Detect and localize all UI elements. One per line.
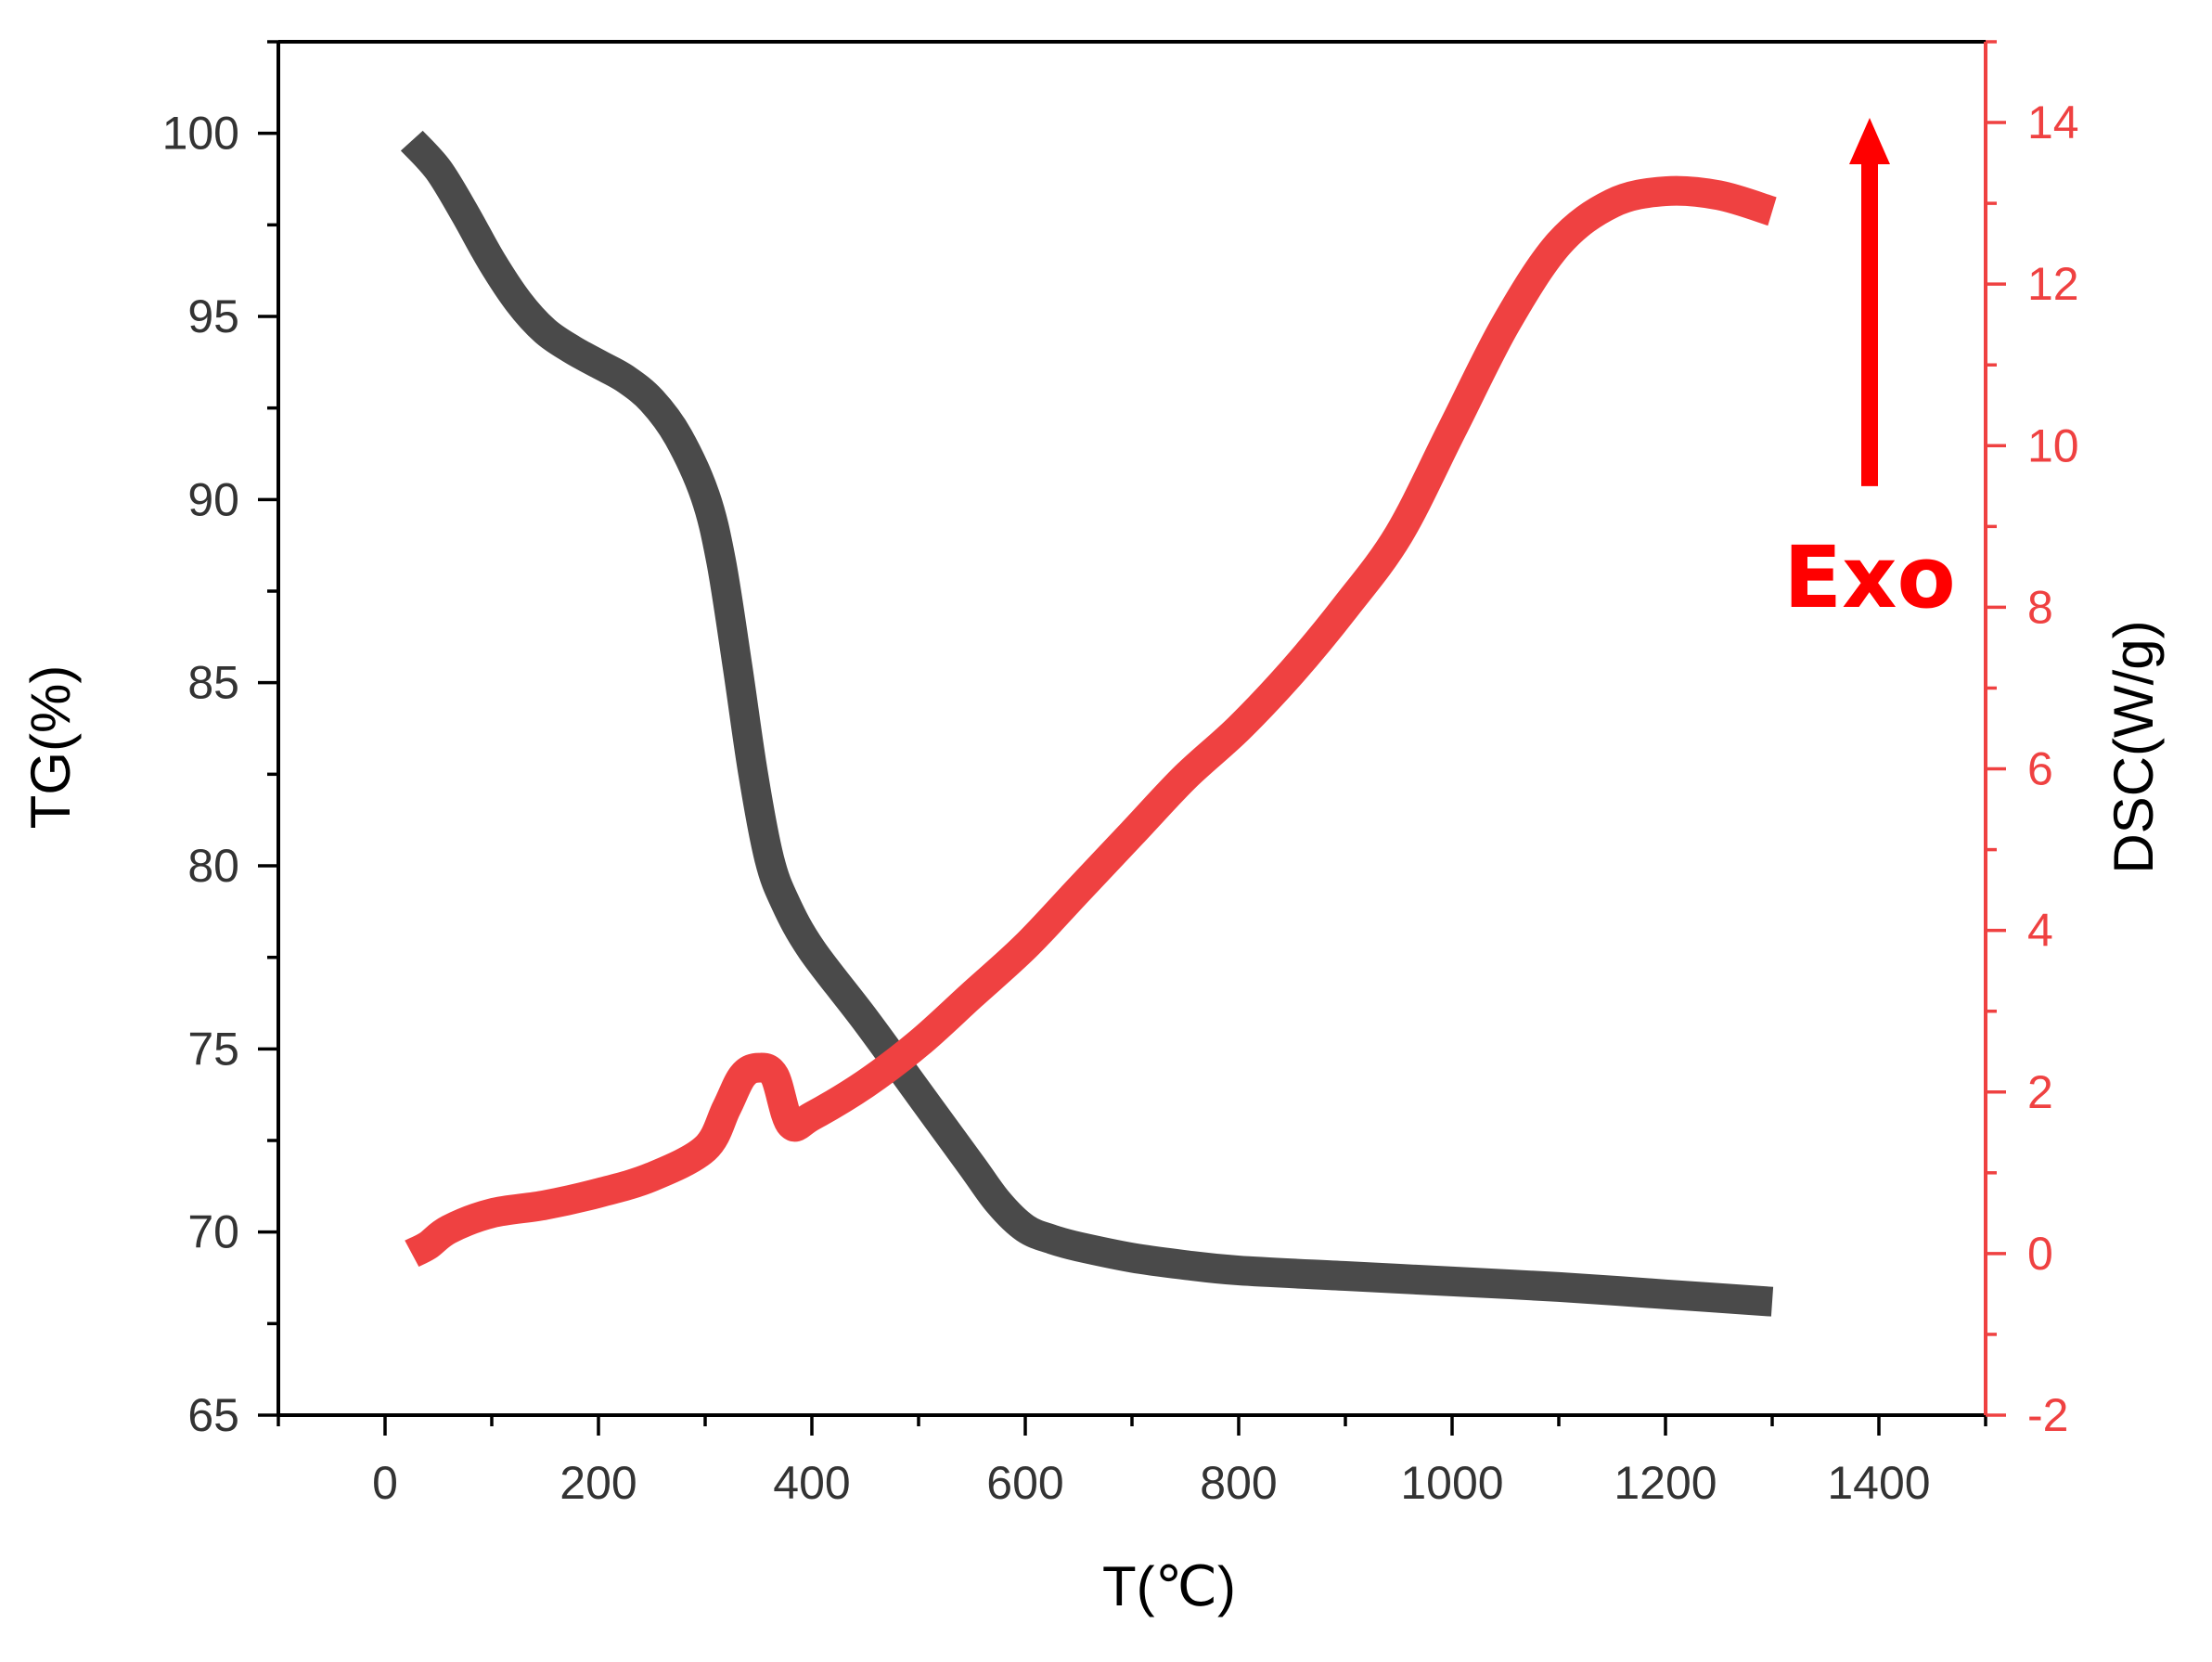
y2-axis-title: DSC(W/g) (2103, 620, 2165, 873)
y2-tick-label: 2 (2027, 1066, 2053, 1118)
y-tick-label: 70 (187, 1206, 239, 1258)
y2-tick-label: 14 (2027, 97, 2079, 148)
series-line-dsc (405, 175, 1777, 1268)
series-line-tg (400, 130, 1774, 1317)
y2-tick-label: 6 (2027, 743, 2053, 795)
y-tick-label: 95 (187, 290, 239, 342)
x-tick-label: 800 (1200, 1457, 1277, 1509)
y2-tick-label: -2 (2027, 1389, 2068, 1441)
y2-tick-label: 4 (2027, 905, 2053, 957)
y2-tick-label: 0 (2027, 1228, 2053, 1280)
x-tick-label: 600 (986, 1457, 1063, 1509)
y-tick-label: 65 (187, 1389, 239, 1441)
exo-arrow-head (1849, 118, 1890, 165)
y-tick-label: 75 (187, 1023, 239, 1075)
x-tick-label: 1200 (1614, 1457, 1717, 1509)
y-tick-label: 100 (162, 108, 239, 160)
y2-tick-label: 10 (2027, 419, 2079, 471)
x-tick-label: 1000 (1400, 1457, 1503, 1509)
x-tick-label: 400 (773, 1457, 850, 1509)
x-axis-title: T(℃) (1102, 1555, 1236, 1617)
y2-tick-label: 12 (2027, 258, 2079, 310)
y2-tick-label: 8 (2027, 581, 2053, 633)
exo-annotation-label: Exo (1783, 528, 1955, 627)
y-tick-label: 80 (187, 840, 239, 892)
y-tick-label: 90 (187, 473, 239, 525)
x-tick-label: 1400 (1827, 1457, 1930, 1509)
y-tick-label: 85 (187, 657, 239, 709)
y-axis-title: TG(%) (19, 665, 82, 830)
x-tick-label: 0 (372, 1457, 398, 1509)
x-tick-label: 200 (559, 1457, 637, 1509)
